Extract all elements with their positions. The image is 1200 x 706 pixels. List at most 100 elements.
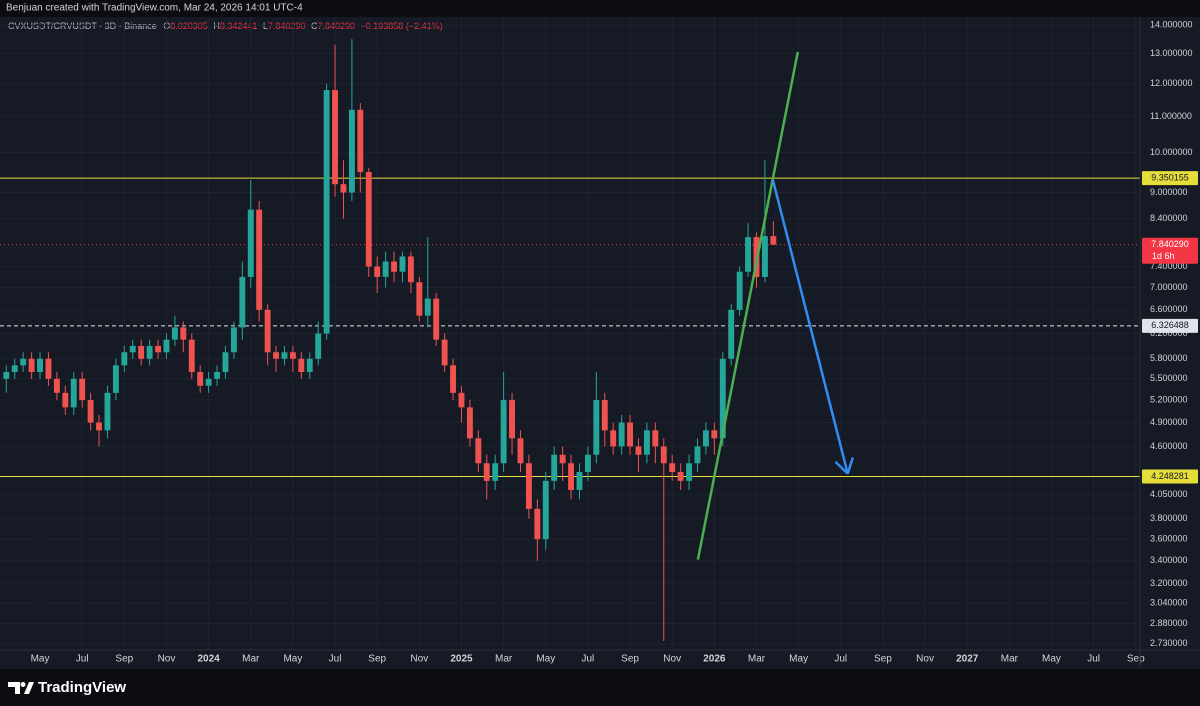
candle-body (618, 422, 625, 447)
candle-body (500, 400, 507, 464)
x-tick-label: May (283, 654, 302, 665)
candle-body (525, 463, 532, 509)
y-tick-label: 14.000000 (1150, 20, 1193, 30)
candle-body (45, 358, 52, 379)
x-tick-label: Jul (329, 654, 342, 665)
candle-body (53, 378, 60, 393)
candle-body (79, 378, 86, 401)
candle-body (517, 438, 524, 464)
x-tick-label: Sep (621, 654, 639, 665)
candle-body (492, 463, 499, 481)
candle-body (466, 407, 473, 439)
candle-body (155, 345, 161, 353)
price-label: 7.840290 (1151, 239, 1189, 249)
logo-mark (24, 682, 34, 694)
candle-body (627, 422, 634, 447)
y-tick-label: 3.400000 (1150, 555, 1188, 565)
y-tick-label: 2.730000 (1150, 638, 1188, 648)
y-tick-label: 12.000000 (1150, 78, 1193, 88)
candle-body (576, 471, 583, 490)
y-tick-label: 2.880000 (1150, 618, 1188, 628)
candle-body (652, 430, 659, 447)
candle-body (340, 184, 347, 193)
candle-body (559, 454, 566, 464)
candle-body (256, 209, 263, 310)
x-tick-label: May (1042, 654, 1061, 665)
candle-body (374, 266, 381, 277)
x-tick-label: 2026 (703, 654, 726, 665)
y-tick-label: 4.600000 (1150, 441, 1188, 451)
candle-body (433, 298, 440, 340)
trendline (696, 51, 800, 560)
candle-body (281, 352, 288, 359)
candle-body (138, 345, 145, 359)
candle-body (458, 392, 465, 408)
candle-body (357, 109, 364, 173)
candle-body (239, 276, 246, 328)
footer-logo (8, 682, 34, 694)
logo-dot (20, 682, 26, 687)
candle-body (399, 256, 406, 272)
candle-body (214, 372, 220, 379)
candle-body (450, 365, 456, 393)
arrow-head (834, 457, 854, 475)
price-label-bg (1142, 171, 1198, 186)
y-tick-label: 9.000000 (1150, 187, 1188, 197)
candle-body (391, 261, 397, 272)
candle-body (247, 209, 254, 277)
y-tick-label: 5.800000 (1150, 353, 1188, 363)
candle-body (761, 236, 768, 277)
candle-body (273, 352, 279, 359)
x-tick-label: 2027 (956, 654, 979, 665)
candle-body (264, 309, 271, 353)
x-tick-label: May (789, 654, 808, 665)
candle-body (104, 392, 111, 431)
candle-body (677, 471, 684, 481)
x-tick-label: Mar (495, 654, 513, 665)
candle-body (407, 256, 414, 283)
y-tick-label: 3.800000 (1150, 513, 1188, 523)
countdown: 1d 6h (1152, 251, 1175, 261)
candle-body (188, 339, 195, 373)
y-tick-label: 13.000000 (1150, 48, 1193, 58)
y-tick-label: 7.400000 (1150, 261, 1188, 271)
candle-body (728, 309, 735, 359)
candle-body (424, 298, 431, 316)
candle-body (694, 446, 701, 464)
candle-body (745, 237, 752, 272)
candle-body (669, 463, 676, 472)
x-tick-label: Jul (76, 654, 89, 665)
y-tick-label: 4.050000 (1150, 489, 1188, 499)
y-tick-label: 3.600000 (1150, 534, 1188, 544)
x-tick-label: Sep (1127, 654, 1145, 665)
price-label-bg (1142, 318, 1198, 333)
plot (0, 17, 1140, 650)
candle-body (3, 372, 10, 379)
ohlc-key: H (213, 21, 220, 31)
ohlc-value: 7.840290 (268, 21, 306, 31)
y-tick-label: 11.000000 (1150, 111, 1192, 121)
candle-body (171, 327, 178, 340)
candle-body (483, 463, 490, 481)
brand: TradingView (38, 679, 126, 696)
candle-body (323, 90, 330, 334)
candle-body (315, 333, 322, 359)
x-tick-label: 2025 (450, 654, 473, 665)
candle-body (509, 400, 516, 439)
candle-body (121, 352, 128, 366)
x-tick-label: Mar (1001, 654, 1019, 665)
arrow (771, 179, 849, 475)
candle-body (180, 327, 187, 340)
candle-body (441, 339, 448, 366)
ohlc-value: 8.342441 (220, 21, 258, 31)
candle-body (475, 438, 482, 464)
candle-body (568, 463, 575, 490)
candle-body (96, 422, 102, 431)
candle-body (70, 378, 77, 408)
y-tick-label: 5.200000 (1150, 394, 1188, 404)
x-tick-label: Jul (834, 654, 847, 665)
candle-body (719, 358, 726, 439)
byline: Benjuan created with TradingView.com, Ma… (6, 3, 303, 14)
price-label-bg (1142, 469, 1198, 484)
